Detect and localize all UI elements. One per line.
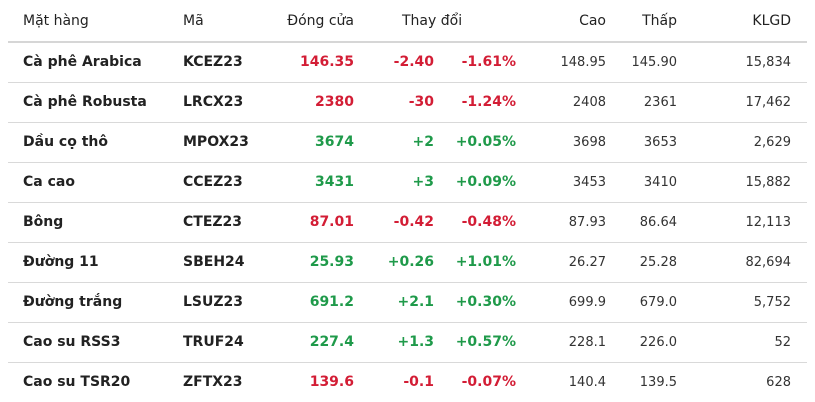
- commodity-code: KCEZ23: [168, 42, 266, 83]
- commodity-code: MPOX23: [168, 122, 266, 163]
- table-header-row: Mặt hàng Mã Đóng cửa Thay đổi Cao Thấp K…: [8, 0, 807, 43]
- low-price: 679.0: [606, 282, 677, 323]
- high-price: 699.9: [516, 282, 606, 323]
- high-price: 87.93: [516, 202, 606, 243]
- price-change: +2.1: [354, 282, 434, 323]
- percent-change: +1.01%: [434, 242, 516, 283]
- volume: 15,834: [677, 42, 807, 83]
- percent-change: -1.24%: [434, 82, 516, 123]
- header-low[interactable]: Thấp: [606, 0, 677, 43]
- commodity-code: TRUF24: [168, 322, 266, 363]
- volume: 628: [766, 374, 791, 390]
- close-price: 3431: [266, 162, 354, 203]
- high-price: 26.27: [516, 242, 606, 283]
- table-row[interactable]: Bông CTEZ23 87.01 -0.42 -0.48% 87.93 86.…: [8, 202, 807, 243]
- commodity-quotes-table: Mặt hàng Mã Đóng cửa Thay đổi Cao Thấp K…: [8, 0, 807, 402]
- price-change: -30: [354, 82, 434, 123]
- volume: 15,882: [677, 162, 807, 203]
- high-price: 148.95: [516, 42, 606, 83]
- volume: 12,113: [677, 202, 807, 243]
- table-row[interactable]: Ca cao CCEZ23 3431 +3 +0.09% 3453 3410 1…: [8, 162, 807, 203]
- price-change: -0.42: [354, 202, 434, 243]
- table-row[interactable]: Cao su TSR20 ZFTX23 139.6 -0.1 -0.07% 14…: [8, 362, 807, 402]
- close-price: 3674: [266, 122, 354, 163]
- percent-change: +0.30%: [434, 282, 516, 323]
- low-price: 226.0: [606, 322, 677, 363]
- low-price: 25.28: [606, 242, 677, 283]
- close-price: 691.2: [266, 282, 354, 323]
- commodity-name: Cà phê Arabica: [8, 42, 168, 83]
- close-price: 227.4: [266, 322, 354, 363]
- commodity-name: Đường 11: [8, 242, 168, 283]
- volume: 52: [677, 322, 807, 363]
- header-name[interactable]: Mặt hàng: [8, 0, 168, 43]
- commodity-name: Cà phê Robusta: [8, 82, 168, 123]
- percent-change: +0.09%: [434, 162, 516, 203]
- commodity-name: Đường trắng: [8, 282, 168, 323]
- header-code[interactable]: Mã: [168, 0, 266, 43]
- high-price: 3698: [516, 122, 606, 163]
- low-price: 86.64: [606, 202, 677, 243]
- commodity-name: Cao su RSS3: [8, 322, 168, 363]
- commodity-code: ZFTX23: [183, 374, 243, 391]
- high-price: 3453: [516, 162, 606, 203]
- commodity-code: LSUZ23: [168, 282, 266, 323]
- commodity-name: Dầu cọ thô: [8, 122, 168, 163]
- price-change: +2: [354, 122, 434, 163]
- table-row[interactable]: Cà phê Arabica KCEZ23 146.35 -2.40 -1.61…: [8, 42, 807, 83]
- low-price: 3410: [606, 162, 677, 203]
- commodity-code: SBEH24: [168, 242, 266, 283]
- close-price: 2380: [266, 82, 354, 123]
- close-price: 146.35: [266, 42, 354, 83]
- low-price: 3653: [606, 122, 677, 163]
- price-change: +1.3: [354, 322, 434, 363]
- volume: 2,629: [677, 122, 807, 163]
- low-price: 145.90: [606, 42, 677, 83]
- percent-change: -0.07%: [461, 374, 516, 391]
- close-price: 87.01: [266, 202, 354, 243]
- table-row[interactable]: Dầu cọ thô MPOX23 3674 +2 +0.05% 3698 36…: [8, 122, 807, 163]
- percent-change: -0.48%: [434, 202, 516, 243]
- table-row[interactable]: Cao su RSS3 TRUF24 227.4 +1.3 +0.57% 228…: [8, 322, 807, 363]
- commodity-code: LRCX23: [168, 82, 266, 123]
- volume: 5,752: [677, 282, 807, 323]
- volume: 82,694: [677, 242, 807, 283]
- close-price: 25.93: [266, 242, 354, 283]
- low-price: 2361: [606, 82, 677, 123]
- table-row[interactable]: Cà phê Robusta LRCX23 2380 -30 -1.24% 24…: [8, 82, 807, 123]
- commodity-code: CCEZ23: [168, 162, 266, 203]
- price-change: -2.40: [354, 42, 434, 83]
- percent-change: +0.05%: [434, 122, 516, 163]
- header-change[interactable]: Thay đổi: [354, 0, 516, 43]
- price-change: +3: [354, 162, 434, 203]
- close-price: 139.6: [309, 374, 354, 391]
- header-volume[interactable]: KLGD: [677, 0, 807, 43]
- commodity-name: Cao su TSR20: [23, 374, 131, 391]
- commodity-name: Bông: [8, 202, 168, 243]
- table-body: Cà phê Arabica KCEZ23 146.35 -2.40 -1.61…: [8, 42, 807, 402]
- price-change: -0.1: [403, 374, 434, 391]
- commodity-name: Ca cao: [8, 162, 168, 203]
- commodity-code: CTEZ23: [168, 202, 266, 243]
- volume: 17,462: [677, 82, 807, 123]
- table-row[interactable]: Đường 11 SBEH24 25.93 +0.26 +1.01% 26.27…: [8, 242, 807, 283]
- header-high[interactable]: Cao: [516, 0, 606, 43]
- high-price: 2408: [516, 82, 606, 123]
- percent-change: +0.57%: [434, 322, 516, 363]
- price-change: +0.26: [354, 242, 434, 283]
- low-price: 139.5: [639, 374, 677, 390]
- high-price: 228.1: [516, 322, 606, 363]
- table-row[interactable]: Đường trắng LSUZ23 691.2 +2.1 +0.30% 699…: [8, 282, 807, 323]
- header-close[interactable]: Đóng cửa: [266, 0, 354, 43]
- high-price: 140.4: [568, 374, 606, 390]
- percent-change: -1.61%: [434, 42, 516, 83]
